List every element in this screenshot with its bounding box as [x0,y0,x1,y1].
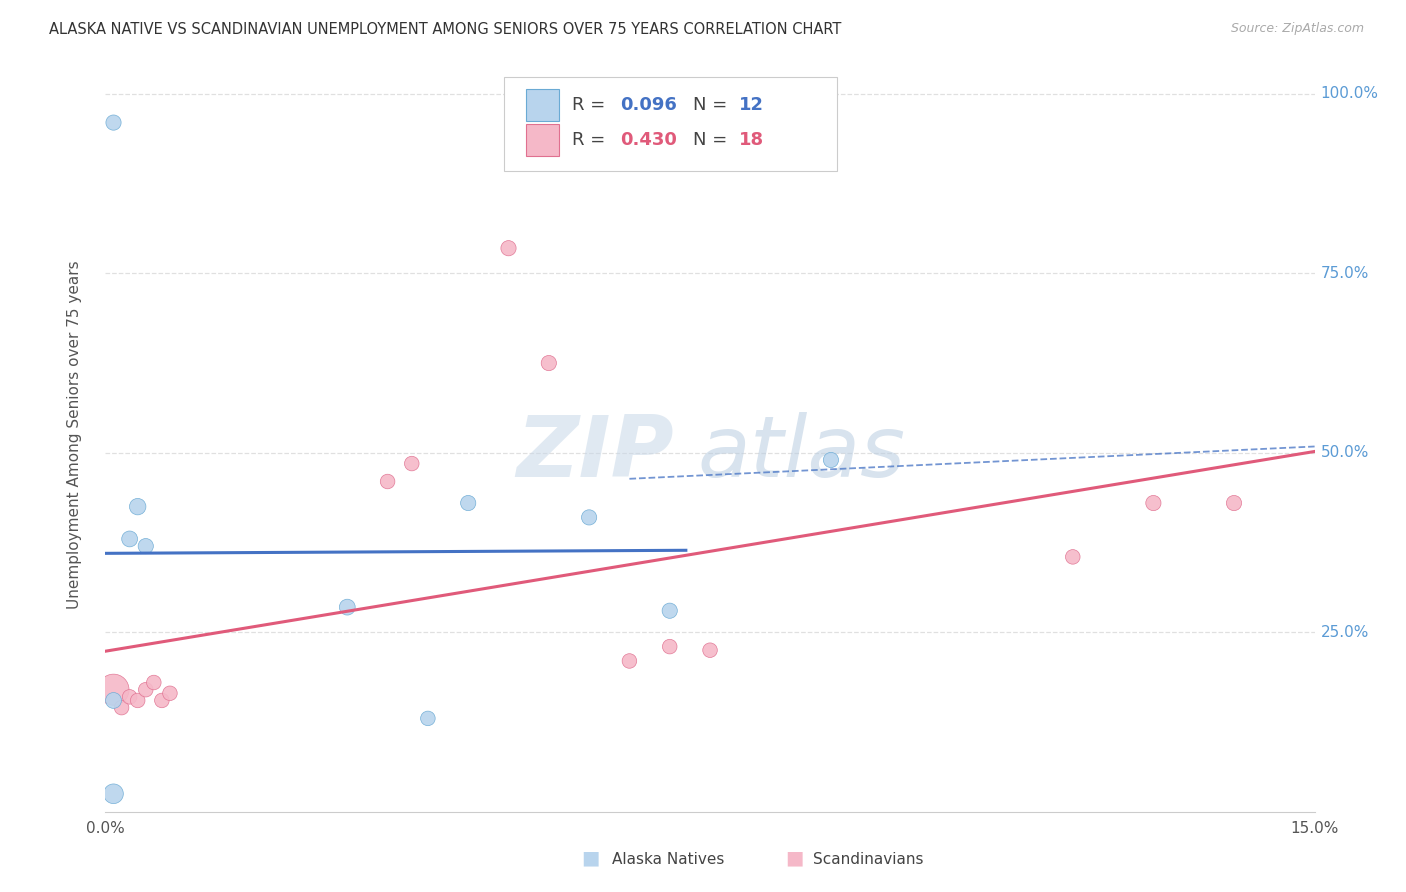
Point [699,643,721,657]
Point [1223,496,1246,510]
Point [619,654,641,668]
Text: Alaska Natives: Alaska Natives [612,852,724,867]
Text: R =: R = [572,95,612,113]
Text: N =: N = [693,95,733,113]
Point [498,241,520,255]
Text: 25.0%: 25.0% [1320,624,1369,640]
Point [127,500,149,514]
Text: 0.096: 0.096 [620,95,678,113]
Text: Scandinavians: Scandinavians [813,852,924,867]
Point [658,604,681,618]
Point [110,700,132,714]
Text: ■: ■ [581,848,600,867]
Point [142,675,165,690]
Text: R =: R = [572,131,612,149]
Y-axis label: Unemployment Among Seniors over 75 years: Unemployment Among Seniors over 75 years [67,260,82,609]
Text: ZIP: ZIP [516,412,673,495]
Point [537,356,560,370]
Point [336,600,359,615]
Point [1142,496,1164,510]
Point [103,693,125,707]
Point [1062,549,1084,564]
Point [820,453,842,467]
Point [578,510,600,524]
Text: 12: 12 [740,95,763,113]
Point [377,475,399,489]
Text: ALASKA NATIVE VS SCANDINAVIAN UNEMPLOYMENT AMONG SENIORS OVER 75 YEARS CORRELATI: ALASKA NATIVE VS SCANDINAVIAN UNEMPLOYME… [49,22,842,37]
FancyBboxPatch shape [526,89,560,120]
Text: Source: ZipAtlas.com: Source: ZipAtlas.com [1230,22,1364,36]
Text: ■: ■ [785,848,804,867]
Point [135,539,157,553]
Point [118,532,141,546]
Point [127,693,149,707]
Point [135,682,157,697]
Text: N =: N = [693,131,733,149]
Text: 18: 18 [740,131,765,149]
Point [103,115,125,129]
Point [103,787,125,801]
Text: 75.0%: 75.0% [1320,266,1369,281]
Text: 0.430: 0.430 [620,131,678,149]
Text: 50.0%: 50.0% [1320,445,1369,460]
Point [150,693,173,707]
Text: atlas: atlas [697,412,905,495]
Point [457,496,479,510]
Point [118,690,141,704]
Point [401,457,423,471]
Point [416,711,439,725]
Point [159,686,181,700]
Point [658,640,681,654]
Text: 100.0%: 100.0% [1320,87,1379,102]
FancyBboxPatch shape [526,124,560,156]
Point [103,682,125,697]
FancyBboxPatch shape [505,77,837,171]
